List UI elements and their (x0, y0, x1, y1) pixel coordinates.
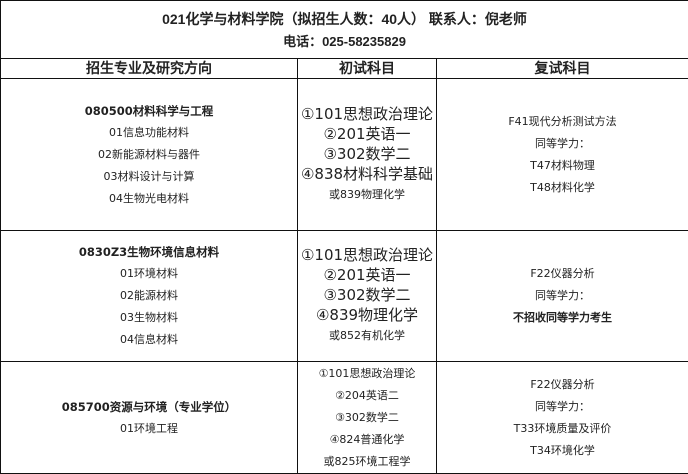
retest-subject: T47材料物理 (437, 155, 688, 177)
column-header-initial: 初试科目 (298, 59, 437, 79)
initial-alt: 或839物理化学 (298, 184, 436, 206)
retest-subject: F41现代分析测试方法 (437, 111, 688, 133)
direction: 01环境材料 (1, 263, 297, 285)
initial-cell: ①101思想政治理论 ②201英语一 ③302数学二 ④838材料科学基础 或8… (298, 79, 437, 231)
column-header-retest: 复试科目 (437, 59, 688, 79)
initial-cell: ①101思想政治理论 ②201英语一 ③302数学二 ④839物理化学 或852… (298, 231, 437, 362)
direction: 03生物材料 (1, 307, 297, 329)
retest-subject: 同等学力： (437, 285, 688, 307)
retest-subject: F22仪器分析 (437, 263, 688, 285)
retest-subject: F22仪器分析 (437, 374, 688, 396)
retest-subject: 同等学力： (437, 396, 688, 418)
initial-subject: ①101思想政治理论 (298, 104, 436, 124)
initial-subject: ④838材料科学基础 (298, 164, 436, 184)
initial-subject: ④839物理化学 (298, 305, 436, 325)
retest-subject: T33环境质量及评价 (437, 418, 688, 440)
direction: 04生物光电材料 (1, 188, 297, 210)
direction: 01信息功能材料 (1, 122, 297, 144)
initial-subject: ④824普通化学 (298, 429, 436, 451)
direction: 02能源材料 (1, 285, 297, 307)
major-cell: 085700资源与环境（专业学位） 01环境工程 (1, 362, 298, 474)
initial-subject: ①101思想政治理论 (298, 363, 436, 385)
school-title: 021化学与材料学院（拟招生人数：40人） 联系人：倪老师 (1, 7, 688, 31)
major-name: 085700资源与环境（专业学位） (1, 396, 297, 418)
retest-cell: F22仪器分析 同等学力： T33环境质量及评价 T34环境化学 (437, 362, 688, 474)
table-row: 0830Z3生物环境信息材料 01环境材料 02能源材料 03生物材料 04信息… (1, 231, 688, 362)
school-header: 021化学与材料学院（拟招生人数：40人） 联系人：倪老师 电话：025-582… (1, 1, 688, 59)
initial-subject: ②201英语一 (298, 265, 436, 285)
initial-alt: 或825环境工程学 (298, 451, 436, 473)
major-cell: 080500材料科学与工程 01信息功能材料 02新能源材料与器件 03材料设计… (1, 79, 298, 231)
initial-subject: ①101思想政治理论 (298, 245, 436, 265)
direction: 02新能源材料与器件 (1, 144, 297, 166)
major-name: 080500材料科学与工程 (1, 100, 297, 122)
direction: 01环境工程 (1, 418, 297, 440)
retest-note: 不招收同等学力考生 (437, 307, 688, 329)
major-name: 0830Z3生物环境信息材料 (1, 241, 297, 263)
initial-subject: ②201英语一 (298, 124, 436, 144)
column-header-major: 招生专业及研究方向 (1, 59, 298, 79)
table-row: 080500材料科学与工程 01信息功能材料 02新能源材料与器件 03材料设计… (1, 79, 688, 231)
initial-subject: ③302数学二 (298, 144, 436, 164)
retest-cell: F22仪器分析 同等学力： 不招收同等学力考生 (437, 231, 688, 362)
direction: 04信息材料 (1, 329, 297, 351)
retest-subject: 同等学力： (437, 133, 688, 155)
initial-alt: 或852有机化学 (298, 325, 436, 347)
initial-subject: ②204英语二 (298, 385, 436, 407)
table-row: 085700资源与环境（专业学位） 01环境工程 ①101思想政治理论 ②204… (1, 362, 688, 474)
retest-subject: T48材料化学 (437, 177, 688, 199)
retest-subject: T34环境化学 (437, 440, 688, 462)
initial-cell: ①101思想政治理论 ②204英语二 ③302数学二 ④824普通化学 或825… (298, 362, 437, 474)
retest-cell: F41现代分析测试方法 同等学力： T47材料物理 T48材料化学 (437, 79, 688, 231)
initial-subject: ③302数学二 (298, 285, 436, 305)
initial-subject: ③302数学二 (298, 407, 436, 429)
major-cell: 0830Z3生物环境信息材料 01环境材料 02能源材料 03生物材料 04信息… (1, 231, 298, 362)
contact-phone: 电话：025-58235829 (1, 31, 688, 53)
direction: 03材料设计与计算 (1, 166, 297, 188)
